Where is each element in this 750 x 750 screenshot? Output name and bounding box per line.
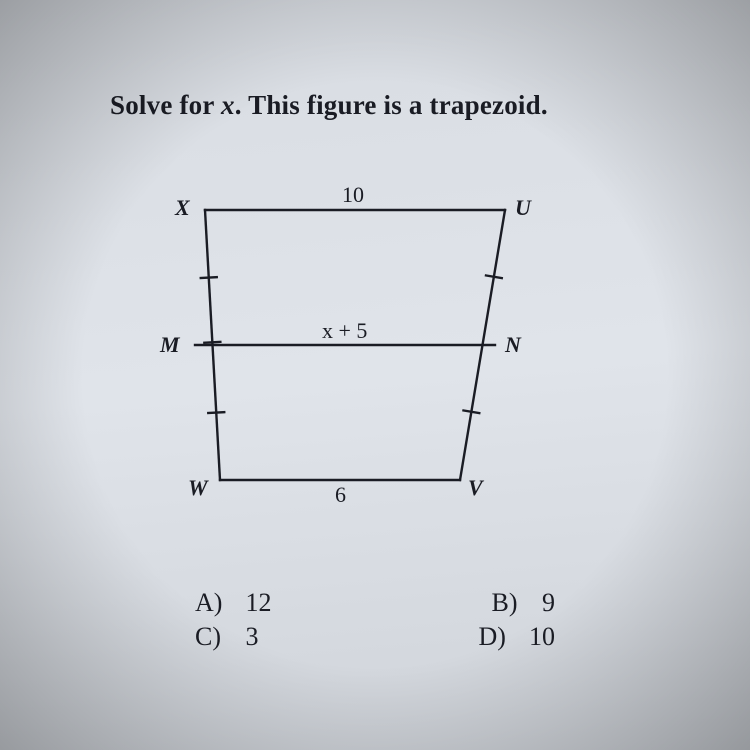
answer-choices: A) 12 B) 9 C) 3 D) 10 <box>195 588 555 656</box>
vertex-label-x: X <box>175 195 190 221</box>
vertex-label-w: W <box>188 475 208 501</box>
choice-a[interactable]: A) 12 <box>195 588 272 618</box>
choice-c-label: C) <box>195 622 239 652</box>
choices-row-2: C) 3 D) 10 <box>195 622 555 652</box>
vertex-label-m: M <box>160 332 180 358</box>
trapezoid-svg <box>150 190 570 530</box>
choice-d-label: D) <box>479 622 523 652</box>
choice-c[interactable]: C) 3 <box>195 622 259 652</box>
prompt-variable: x <box>221 90 235 120</box>
choice-b[interactable]: B) 9 <box>492 588 556 618</box>
choice-a-label: A) <box>195 588 239 618</box>
choice-b-label: B) <box>492 588 536 618</box>
choice-b-value: 9 <box>542 588 555 617</box>
prompt-suffix: . This figure is a trapezoid. <box>235 90 548 120</box>
problem-panel: Solve for x. This figure is a trapezoid.… <box>0 0 750 750</box>
question-prompt: Solve for x. This figure is a trapezoid. <box>110 90 670 121</box>
length-label-top: 10 <box>342 182 364 208</box>
choice-d[interactable]: D) 10 <box>479 622 556 652</box>
trapezoid-figure: X U M N W V 10 x + 5 6 <box>150 190 570 530</box>
choices-row-1: A) 12 B) 9 <box>195 588 555 618</box>
choice-d-value: 10 <box>529 622 555 651</box>
vertex-label-n: N <box>505 332 521 358</box>
vertex-label-u: U <box>515 195 531 221</box>
vertex-label-v: V <box>468 475 483 501</box>
choice-a-value: 12 <box>246 588 272 617</box>
length-label-bottom: 6 <box>335 482 346 508</box>
prompt-prefix: Solve for <box>110 90 221 120</box>
length-label-midsegment: x + 5 <box>322 318 367 344</box>
choice-c-value: 3 <box>246 622 259 651</box>
